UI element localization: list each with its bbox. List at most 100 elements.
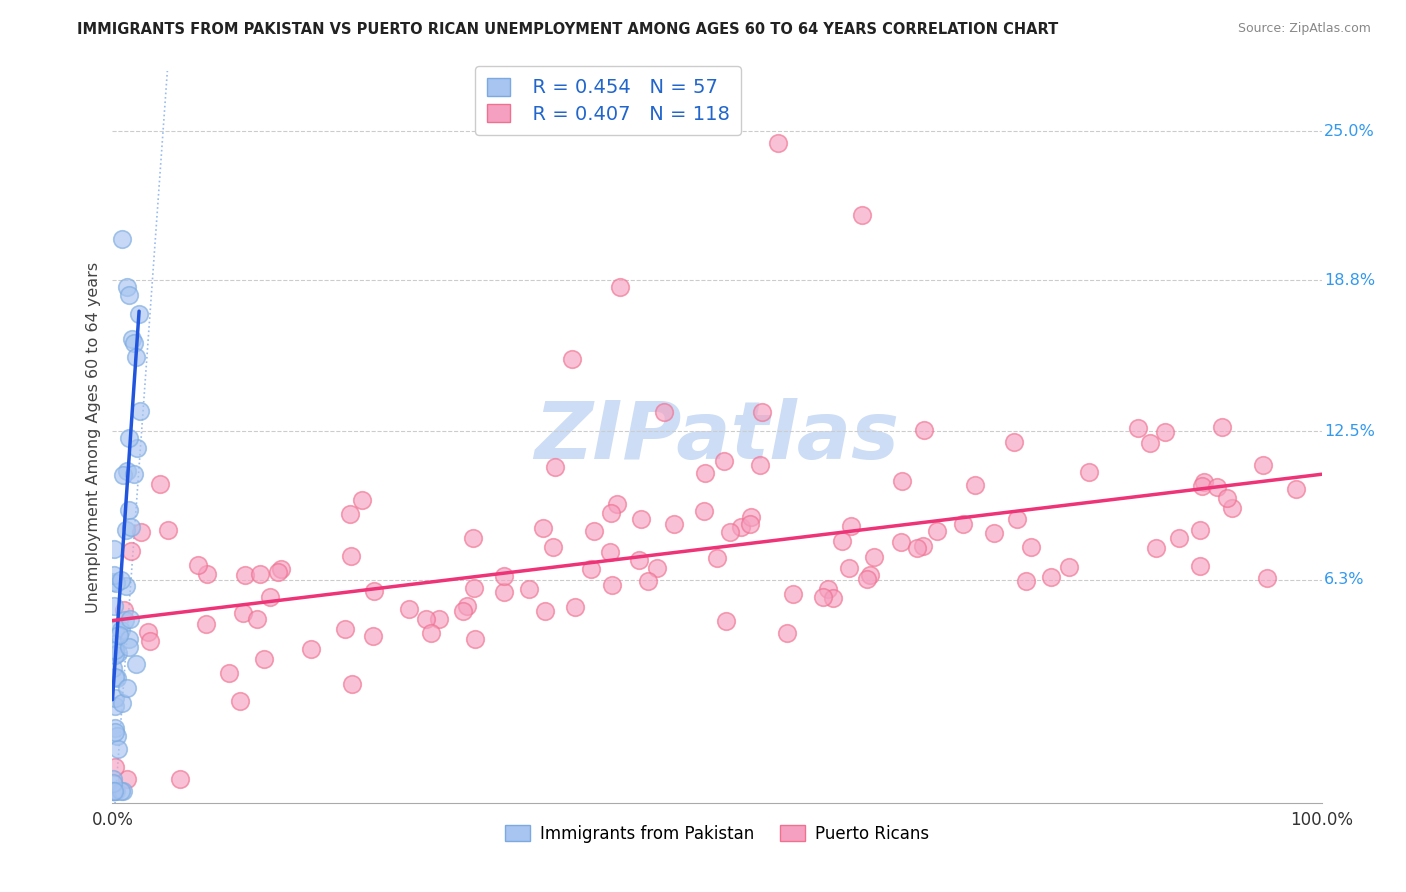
Point [104, 643, 127, 657]
Point [110, 784, 132, 798]
Point [492, 569, 515, 583]
Point [713, 454, 735, 468]
Point [464, 632, 486, 647]
Point [105, 575, 128, 590]
Point [104, 760, 127, 774]
Point [115, 523, 138, 537]
Point [952, 517, 974, 532]
Point [451, 604, 474, 618]
Point [111, 232, 134, 246]
Point [600, 506, 623, 520]
Point [125, 351, 148, 365]
Point [107, 742, 129, 756]
Point [103, 661, 125, 675]
Point [1192, 475, 1215, 489]
Point [630, 511, 652, 525]
Point [111, 696, 134, 710]
Point [107, 646, 129, 660]
Point [693, 504, 716, 518]
Point [138, 634, 160, 648]
Point [101, 574, 124, 589]
Point [890, 535, 912, 549]
Point [105, 671, 128, 685]
Point [1216, 491, 1239, 505]
Point [1222, 501, 1244, 516]
Point [333, 623, 356, 637]
Point [104, 690, 127, 705]
Point [104, 637, 127, 651]
Point [104, 784, 127, 798]
Point [606, 498, 628, 512]
Point [905, 541, 928, 556]
Point [579, 562, 602, 576]
Point [543, 460, 565, 475]
Point [600, 578, 623, 592]
Point [561, 352, 583, 367]
Point [912, 423, 935, 437]
Point [1285, 482, 1308, 496]
Point [766, 136, 789, 151]
Point [101, 784, 124, 798]
Point [738, 516, 761, 531]
Point [1005, 512, 1028, 526]
Point [838, 560, 860, 574]
Point [1015, 574, 1038, 588]
Point [609, 280, 631, 294]
Point [194, 617, 217, 632]
Point [232, 606, 254, 620]
Point [136, 624, 159, 639]
Point [149, 477, 172, 491]
Point [1189, 523, 1212, 537]
Point [517, 582, 540, 597]
Point [427, 612, 450, 626]
Point [129, 404, 152, 418]
Legend: Immigrants from Pakistan, Puerto Ricans: Immigrants from Pakistan, Puerto Ricans [499, 818, 935, 849]
Point [103, 541, 125, 556]
Point [115, 280, 138, 294]
Point [197, 567, 219, 582]
Point [249, 567, 271, 582]
Point [246, 612, 269, 626]
Point [463, 581, 485, 595]
Point [118, 612, 141, 626]
Point [1211, 420, 1233, 434]
Point [718, 524, 741, 539]
Point [749, 458, 772, 472]
Point [125, 657, 148, 672]
Point [259, 590, 281, 604]
Point [776, 626, 799, 640]
Point [1139, 436, 1161, 450]
Point [645, 561, 668, 575]
Point [120, 520, 142, 534]
Point [118, 288, 141, 302]
Point [1251, 458, 1274, 473]
Point [851, 208, 873, 222]
Point [859, 567, 882, 582]
Point [101, 784, 124, 798]
Point [110, 623, 132, 637]
Point [340, 677, 363, 691]
Point [101, 772, 124, 786]
Text: ZIPatlas: ZIPatlas [534, 398, 900, 476]
Point [1077, 465, 1099, 479]
Point [299, 641, 322, 656]
Text: IMMIGRANTS FROM PAKISTAN VS PUERTO RICAN UNEMPLOYMENT AMONG AGES 60 TO 64 YEARS : IMMIGRANTS FROM PAKISTAN VS PUERTO RICAN… [77, 22, 1059, 37]
Point [1039, 570, 1062, 584]
Point [110, 573, 132, 587]
Point [925, 524, 948, 539]
Point [253, 652, 276, 666]
Point [112, 784, 135, 798]
Point [124, 335, 146, 350]
Point [890, 475, 912, 489]
Point [104, 784, 127, 798]
Point [652, 405, 675, 419]
Point [127, 441, 149, 455]
Point [104, 670, 127, 684]
Point [120, 544, 142, 558]
Point [103, 698, 125, 713]
Point [963, 478, 986, 492]
Text: 6.3%: 6.3% [1324, 573, 1365, 587]
Text: 12.5%: 12.5% [1324, 424, 1375, 439]
Point [115, 579, 138, 593]
Point [531, 521, 554, 535]
